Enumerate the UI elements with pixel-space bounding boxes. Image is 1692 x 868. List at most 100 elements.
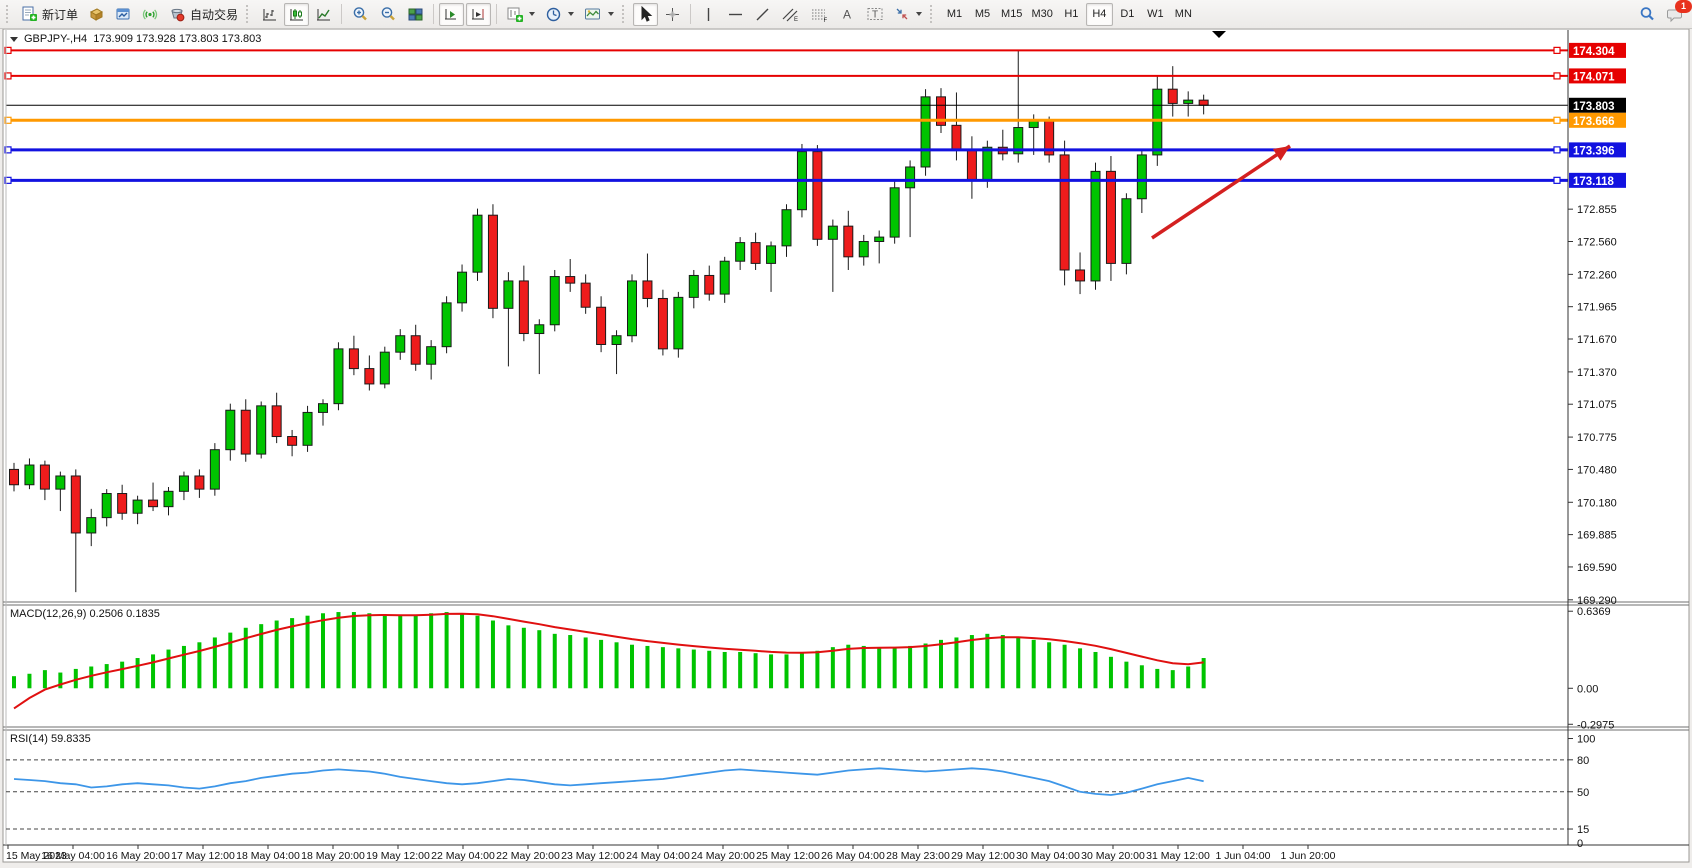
periods-button[interactable] <box>541 3 578 26</box>
timeframe-d1-button[interactable]: D1 <box>1114 3 1141 26</box>
metaeditor-button[interactable] <box>84 3 109 26</box>
trendline-icon <box>754 6 771 23</box>
timeframe-m30-button[interactable]: M30 <box>1027 3 1056 26</box>
svg-text:1 Jun 20:00: 1 Jun 20:00 <box>1281 850 1336 862</box>
svg-text:15: 15 <box>1577 824 1589 836</box>
toolbar-grip[interactable] <box>6 5 13 23</box>
candles-series <box>9 50 1209 593</box>
axes-frame <box>3 30 1689 846</box>
macd-signal-line <box>13 612 1204 710</box>
svg-text:-0.2975: -0.2975 <box>1577 719 1614 731</box>
tile-windows-icon <box>407 6 424 23</box>
candlestick-chart-button[interactable] <box>284 2 310 26</box>
chart-shift-button[interactable] <box>466 2 492 26</box>
chart-title: GBPJPY-,H4 173.909 173.928 173.803 173.8… <box>10 33 261 45</box>
arrows-icon <box>894 6 910 22</box>
zoom-out-button[interactable] <box>375 3 401 26</box>
rsi-panel: 100 80 50 15 0 <box>6 734 1595 850</box>
line-chart-icon <box>315 6 332 23</box>
toolbar-grip[interactable] <box>930 5 937 23</box>
timeframe-m5-button[interactable]: M5 <box>969 3 996 26</box>
svg-text:16 May 04:00: 16 May 04:00 <box>41 850 105 862</box>
horizontal-line-button[interactable] <box>723 3 748 26</box>
svg-text:24 May 04:00: 24 May 04:00 <box>626 850 690 862</box>
bar-chart-icon <box>261 6 278 23</box>
timeframe-mn-button[interactable]: MN <box>1170 3 1197 26</box>
notifications-button[interactable]: 1 <box>1662 0 1692 26</box>
new-chart-button[interactable] <box>502 3 539 26</box>
crosshair-button[interactable] <box>660 3 685 26</box>
chart-ohlc-values: 173.909 173.928 173.803 173.803 <box>93 33 262 45</box>
svg-text:17 May 12:00: 17 May 12:00 <box>171 850 235 862</box>
svg-text:16 May 20:00: 16 May 20:00 <box>106 850 170 862</box>
auto-scroll-button[interactable] <box>439 2 465 26</box>
svg-text:172.260: 172.260 <box>1577 269 1617 281</box>
svg-text:F: F <box>824 18 828 23</box>
trendline-button[interactable] <box>750 3 775 26</box>
text-icon: A <box>840 6 855 22</box>
chart-title-dropdown-icon[interactable] <box>10 36 18 42</box>
svg-text:29 May 12:00: 29 May 12:00 <box>951 850 1015 862</box>
market-watch-button[interactable] <box>111 3 136 26</box>
new-order-label: 新订单 <box>42 7 79 22</box>
svg-text:173.396: 173.396 <box>1573 145 1615 157</box>
timeframe-w1-button[interactable]: W1 <box>1142 3 1169 26</box>
timeframe-h4-button[interactable]: H4 <box>1085 2 1113 26</box>
vertical-line-button[interactable] <box>696 3 721 26</box>
equidistant-channel-button[interactable]: E <box>777 3 804 26</box>
line-chart-button[interactable] <box>311 3 336 26</box>
cursor-button[interactable] <box>633 2 659 26</box>
periods-caret-icon <box>568 12 575 16</box>
notification-badge: 1 <box>1675 0 1692 13</box>
svg-text:172.855: 172.855 <box>1577 204 1617 216</box>
clock-icon <box>545 6 562 23</box>
svg-text:169.590: 169.590 <box>1577 562 1617 574</box>
rsi-indicator-label: RSI(14) 59.8335 <box>10 733 91 745</box>
text-label-button[interactable]: T <box>862 3 888 26</box>
svg-text:171.075: 171.075 <box>1577 399 1617 411</box>
svg-text:28 May 23:00: 28 May 23:00 <box>886 850 950 862</box>
horizontal-level-lines[interactable] <box>4 46 1568 184</box>
zoom-in-button[interactable] <box>347 3 373 26</box>
svg-text:170.775: 170.775 <box>1577 432 1617 444</box>
equidistant-channel-icon: E <box>781 6 800 23</box>
svg-text:100: 100 <box>1577 734 1595 746</box>
svg-text:171.965: 171.965 <box>1577 302 1617 314</box>
fibonacci-button[interactable]: F <box>806 3 833 26</box>
svg-text:172.560: 172.560 <box>1577 236 1617 248</box>
zoom-in-icon <box>351 5 369 23</box>
candlestick-chart-icon <box>288 6 305 23</box>
metaeditor-icon <box>88 6 105 23</box>
timeframe-m15-button[interactable]: M15 <box>997 3 1026 26</box>
autotrading-button[interactable]: 自动交易 <box>165 3 242 26</box>
trend-arrow-annotation[interactable] <box>1151 144 1291 240</box>
macd-indicator-label: MACD(12,26,9) 0.2506 0.1835 <box>10 608 160 620</box>
timeframe-h1-button[interactable]: H1 <box>1058 3 1085 26</box>
new-order-button[interactable]: 新订单 <box>17 3 82 26</box>
chart-shift-marker[interactable] <box>1212 31 1226 38</box>
bar-chart-button[interactable] <box>257 3 282 26</box>
svg-text:24 May 20:00: 24 May 20:00 <box>691 850 755 862</box>
tile-windows-button[interactable] <box>403 3 428 26</box>
templates-button[interactable] <box>580 3 618 26</box>
toolbar-grip[interactable] <box>622 5 629 23</box>
toolbar-grip[interactable] <box>246 5 253 23</box>
chart-window-frame <box>2 28 1690 863</box>
svg-text:22 May 20:00: 22 May 20:00 <box>496 850 560 862</box>
text-button[interactable]: A <box>835 3 860 26</box>
svg-text:18 May 04:00: 18 May 04:00 <box>236 850 300 862</box>
svg-text:22 May 04:00: 22 May 04:00 <box>431 850 495 862</box>
autotrading-icon <box>169 6 186 23</box>
svg-text:0.00: 0.00 <box>1577 683 1598 695</box>
price-axis-badges: 174.304 174.071 173.803 173.666 173.396 173.1… <box>1569 42 1626 188</box>
signals-button[interactable] <box>138 3 163 26</box>
svg-text:174.071: 174.071 <box>1573 71 1615 83</box>
timeframe-m1-button[interactable]: M1 <box>941 3 968 26</box>
arrows-button[interactable] <box>890 3 926 26</box>
horizontal-line-icon <box>727 7 744 22</box>
svg-text:169.885: 169.885 <box>1577 530 1617 542</box>
svg-text:26 May 04:00: 26 May 04:00 <box>821 850 885 862</box>
market-watch-icon <box>115 6 132 23</box>
search-button[interactable] <box>1634 3 1660 26</box>
